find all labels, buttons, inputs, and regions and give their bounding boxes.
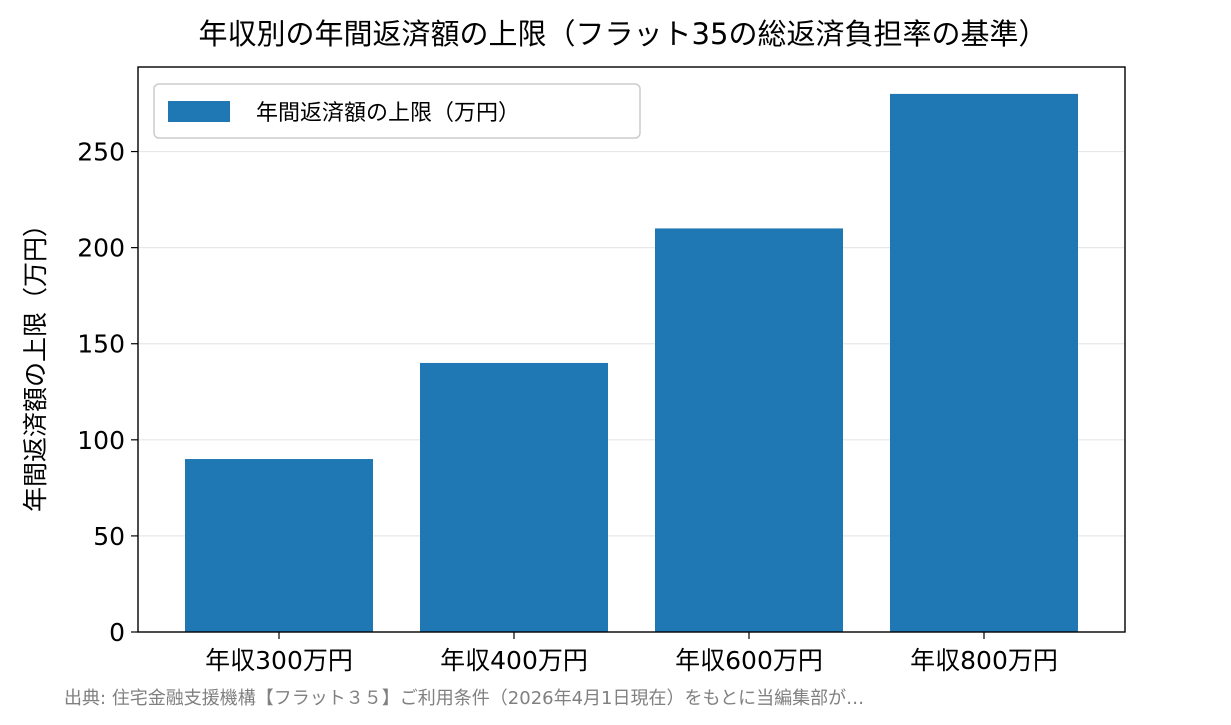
y-tick-label: 0: [109, 618, 125, 647]
bar: [655, 228, 843, 632]
bar: [420, 362, 608, 632]
x-tick-label: 年収300万円: [205, 646, 353, 675]
y-axis-label: 年間返済額の上限（万円）: [21, 212, 50, 512]
legend: 年間返済額の上限（万円）: [153, 83, 641, 139]
x-tick-label: 年収400万円: [440, 646, 588, 675]
x-axis-ticks: 年収300万円 年収400万円 年収600万円 年収800万円: [205, 632, 1058, 675]
y-axis-ticks: 0 50 100 150 200 250: [77, 138, 138, 647]
legend-label: 年間返済額の上限（万円）: [256, 101, 520, 126]
plot-frame: [137, 66, 1126, 633]
legend-box: [153, 83, 641, 139]
x-tick-label: 年収600万円: [675, 646, 823, 675]
y-tick-label: 100: [77, 426, 125, 455]
source-note: 出典: 住宅金融支援機構【フラット３５】ご利用条件（2026年4月1日現在）をも…: [64, 688, 864, 709]
bar-series: [185, 93, 1078, 632]
bar: [890, 93, 1078, 632]
y-tick-label: 200: [77, 234, 125, 263]
y-tick-label: 50: [93, 522, 125, 551]
x-tick-label: 年収800万円: [910, 646, 1058, 675]
legend-swatch: [168, 101, 230, 122]
y-tick-label: 250: [77, 138, 125, 167]
y-tick-label: 150: [77, 330, 125, 359]
chart-title: 年収別の年間返済額の上限（フラット35の総返済負担率の基準）: [199, 17, 1048, 51]
bar: [185, 459, 373, 632]
